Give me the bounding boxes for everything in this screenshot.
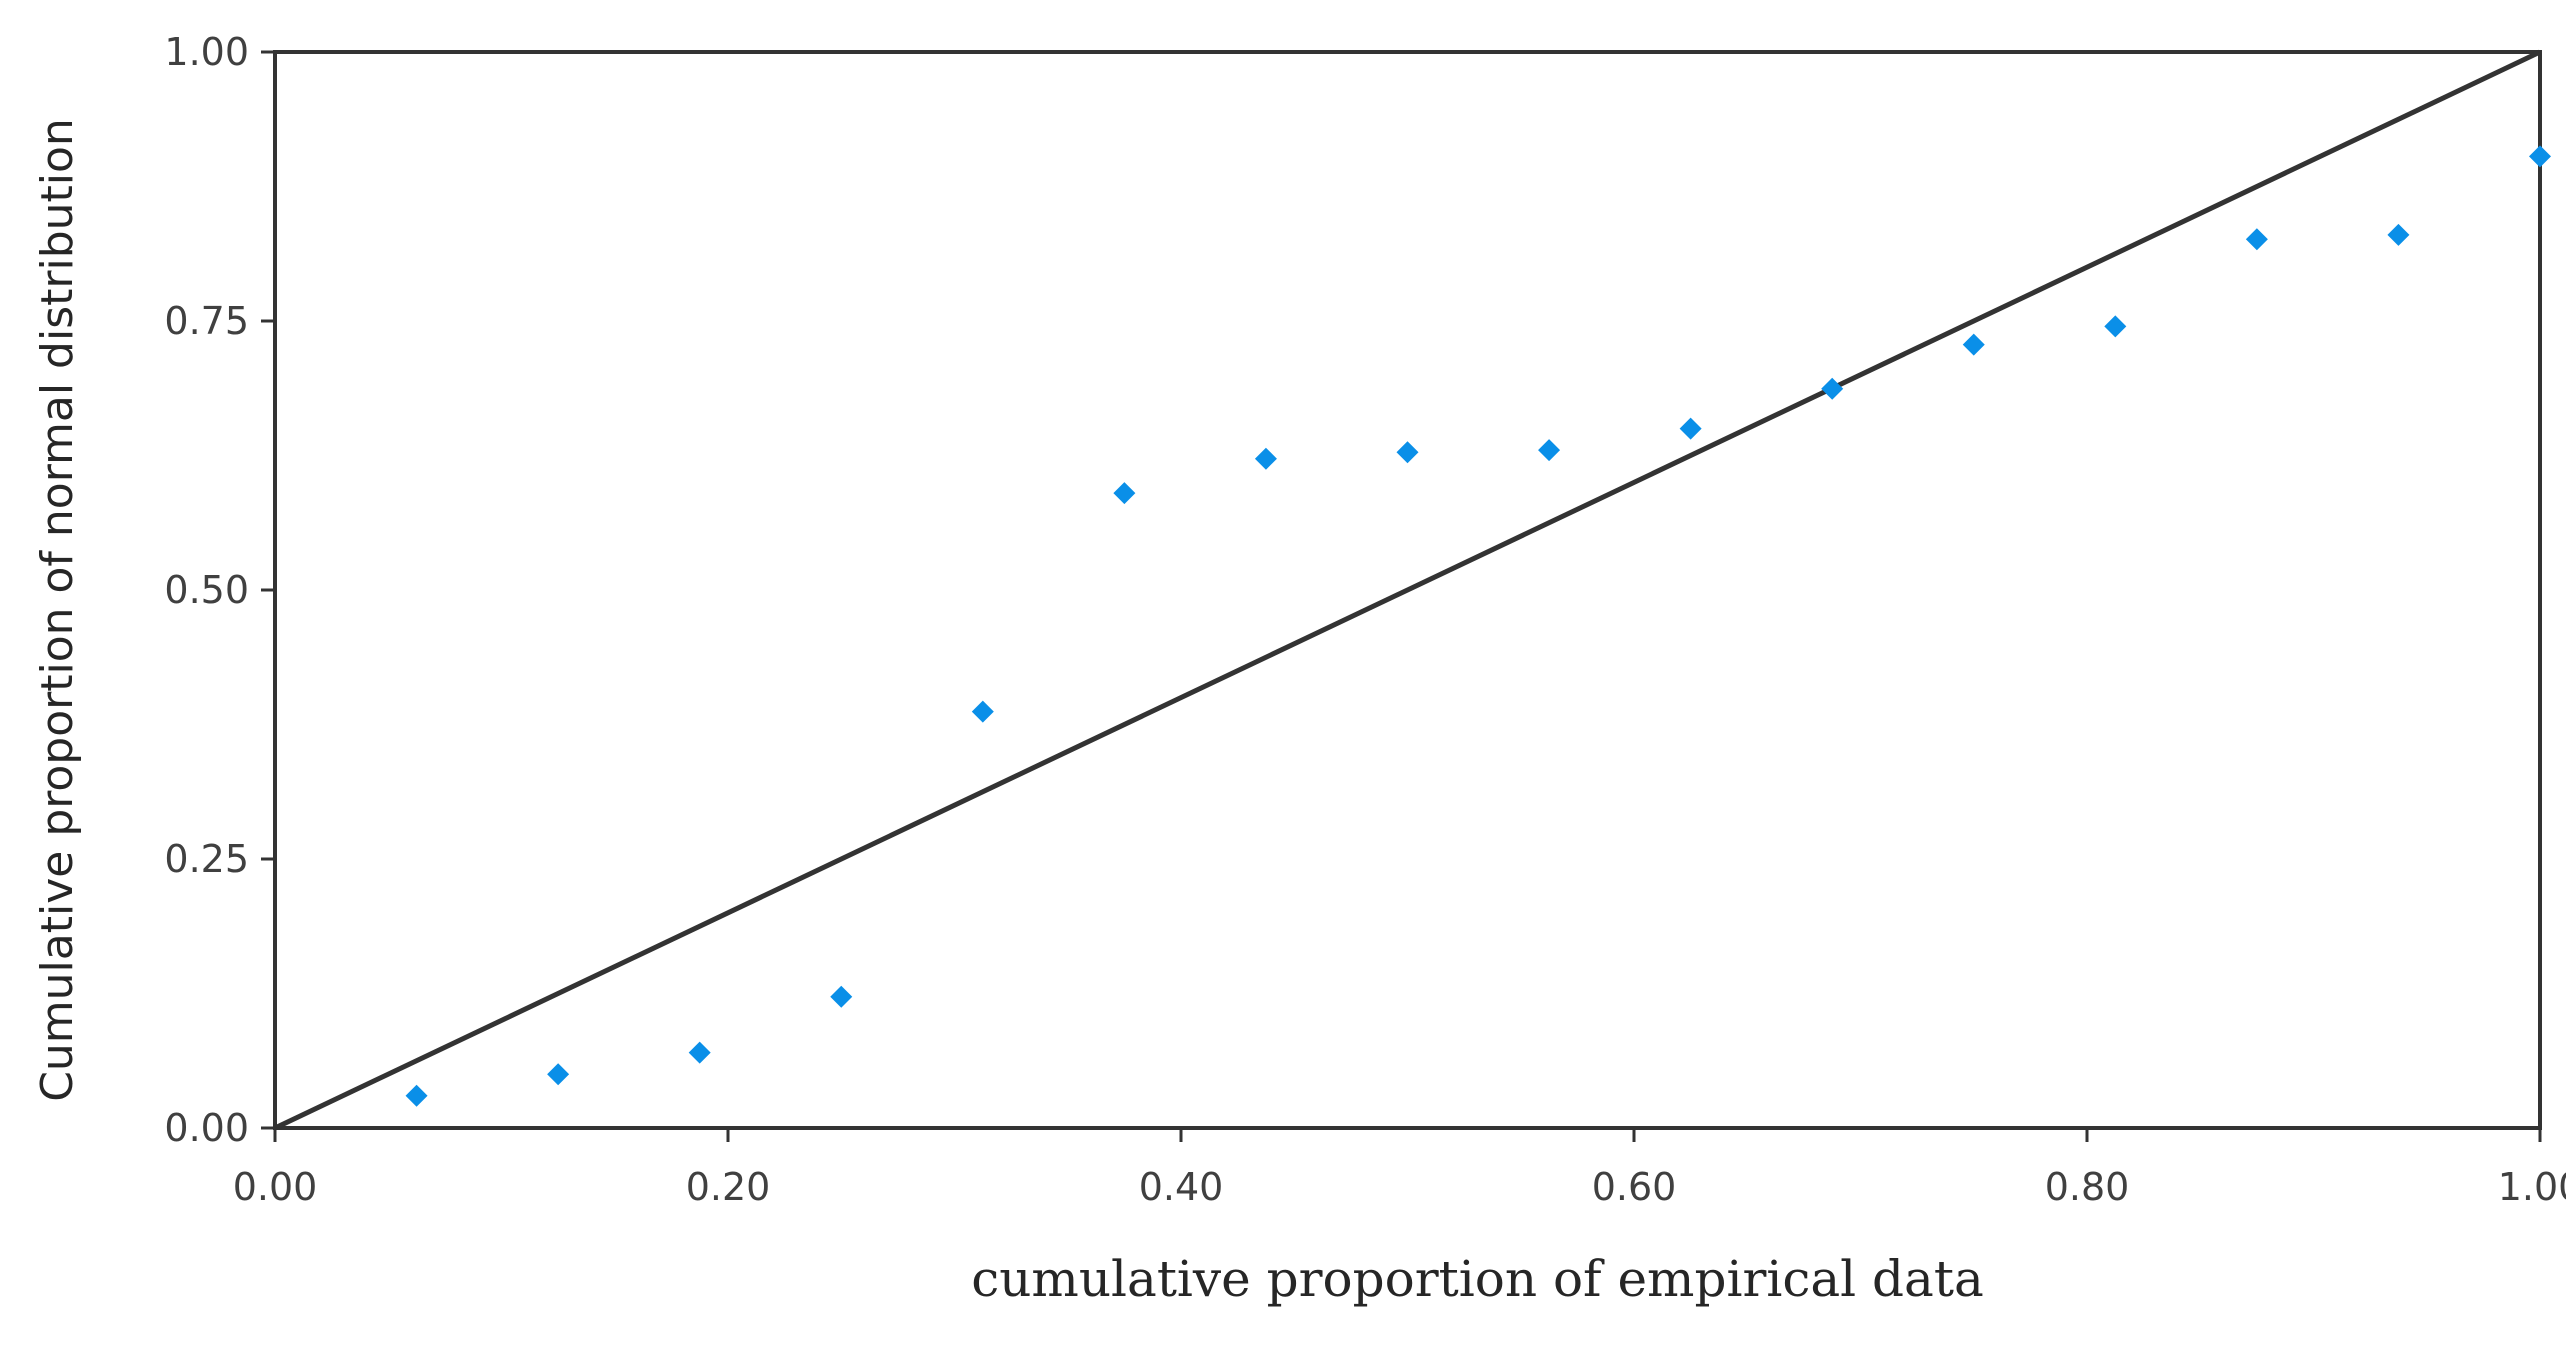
data-point: [1254, 447, 1277, 470]
data-point: [405, 1084, 428, 1107]
y-axis-label: Cumulative proportion of normal distribu…: [32, 118, 83, 1102]
data-point: [1821, 377, 1844, 400]
data-point: [971, 700, 994, 723]
reference-line: [273, 49, 2542, 1131]
data-point: [2245, 228, 2268, 251]
x-tick-label: 0.80: [2045, 1165, 2130, 1209]
x-tick-label: 0.20: [686, 1165, 771, 1209]
data-point: [1962, 333, 1985, 356]
y-axis-ticks: 0.00 0.25 0.50 0.75 1.00: [164, 30, 275, 1150]
x-axis-ticks: 0.00 0.20 0.40 0.60 0.80 1.00: [233, 1128, 2566, 1209]
data-point: [547, 1063, 570, 1086]
y-tick-label: 0.00: [164, 1106, 249, 1150]
data-points: [405, 145, 2551, 1107]
data-point: [2104, 315, 2127, 338]
x-tick-label: 0.40: [1139, 1165, 1224, 1209]
y-tick-label: 0.25: [164, 837, 249, 881]
x-tick-label: 0.60: [1592, 1165, 1677, 1209]
x-tick-label: 0.00: [233, 1165, 318, 1209]
y-tick-label: 0.75: [164, 299, 249, 343]
data-point: [688, 1041, 711, 1064]
y-tick-label: 1.00: [164, 30, 249, 74]
data-point: [2529, 145, 2551, 168]
data-point: [1679, 417, 1702, 440]
data-point: [1396, 441, 1419, 464]
x-axis-label: cumulative proportion of empirical data: [971, 1250, 1984, 1308]
y-tick-label: 0.50: [164, 568, 249, 612]
data-point: [2387, 223, 2410, 246]
data-point: [830, 985, 853, 1008]
data-point: [1538, 439, 1561, 462]
data-point: [1113, 482, 1136, 505]
x-tick-label: 1.00: [2498, 1165, 2566, 1209]
